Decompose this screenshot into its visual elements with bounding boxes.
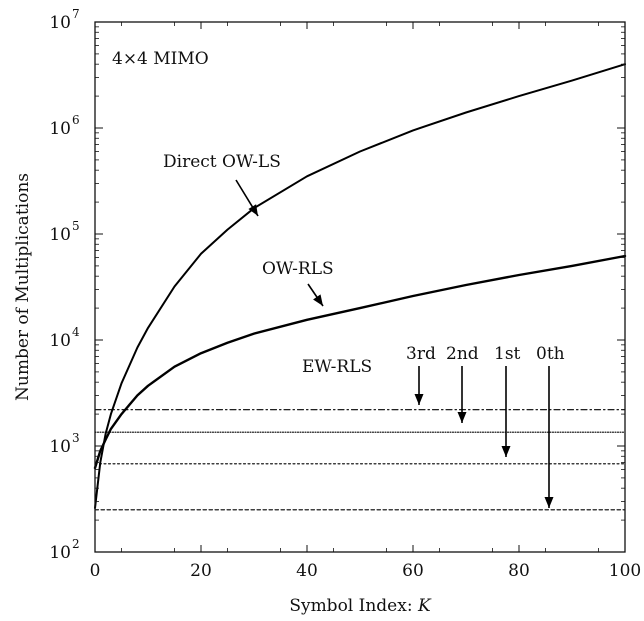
y-tick-label-exponent: 6 <box>72 113 80 127</box>
y-tick-label-exponent: 5 <box>72 219 80 233</box>
y-tick-label-exponent: 4 <box>72 325 80 339</box>
annotation-ow-rls: OW-RLS <box>262 259 334 279</box>
series-line-direct-ow-ls <box>94 63 626 509</box>
x-axis-label-text: Symbol Index: <box>289 596 418 616</box>
plot-frame <box>94 21 626 553</box>
arrow-ow-rls-head <box>313 294 323 306</box>
annotations: 4×4 MIMO Direct OW-LS OW-RLS EW-RLS 3rd 2nd 1s… <box>112 49 565 508</box>
y-tick-label: 10 <box>49 437 71 457</box>
annotation-1st: 1st <box>494 344 521 364</box>
x-tick-label: 20 <box>190 561 212 581</box>
y-axis-label: Number of Multiplications <box>13 173 33 401</box>
x-tick-label: 100 <box>609 561 641 581</box>
arrow-0th-head <box>544 497 554 508</box>
y-tick-label-exponent: 3 <box>72 431 80 445</box>
x-tick-label: 0 <box>90 561 101 581</box>
y-tick-label-exponent: 2 <box>72 537 80 551</box>
series-group <box>93 63 627 511</box>
arrow-direct-ow-ls-head <box>248 204 258 216</box>
arrow-1st-head <box>501 446 511 457</box>
annotation-ew-rls: EW-RLS <box>302 357 372 377</box>
y-tick-label: 10 <box>49 225 71 245</box>
annotation-0th: 0th <box>536 344 565 364</box>
annotation-mimo: 4×4 MIMO <box>112 49 209 69</box>
arrow-2nd-head <box>457 412 467 423</box>
annotation-direct-ow-ls: Direct OW-LS <box>163 152 281 172</box>
x-tick-label: 60 <box>402 561 424 581</box>
y-tick-label: 10 <box>49 119 71 139</box>
x-axis-label: Symbol Index: K <box>289 596 432 616</box>
y-tick-label: 10 <box>49 331 71 351</box>
annotation-2nd: 2nd <box>446 344 479 364</box>
annotation-3rd: 3rd <box>406 344 436 364</box>
x-tick-label: 40 <box>296 561 318 581</box>
y-tick-label-exponent: 7 <box>72 7 80 21</box>
x-axis-label-var: K <box>417 596 432 616</box>
x-tick-label: 80 <box>508 561 530 581</box>
arrow-3rd-head <box>414 394 424 405</box>
y-tick-label: 10 <box>49 543 71 563</box>
series-line-ow-rls <box>93 254 627 470</box>
y-tick-label: 10 <box>49 13 71 33</box>
